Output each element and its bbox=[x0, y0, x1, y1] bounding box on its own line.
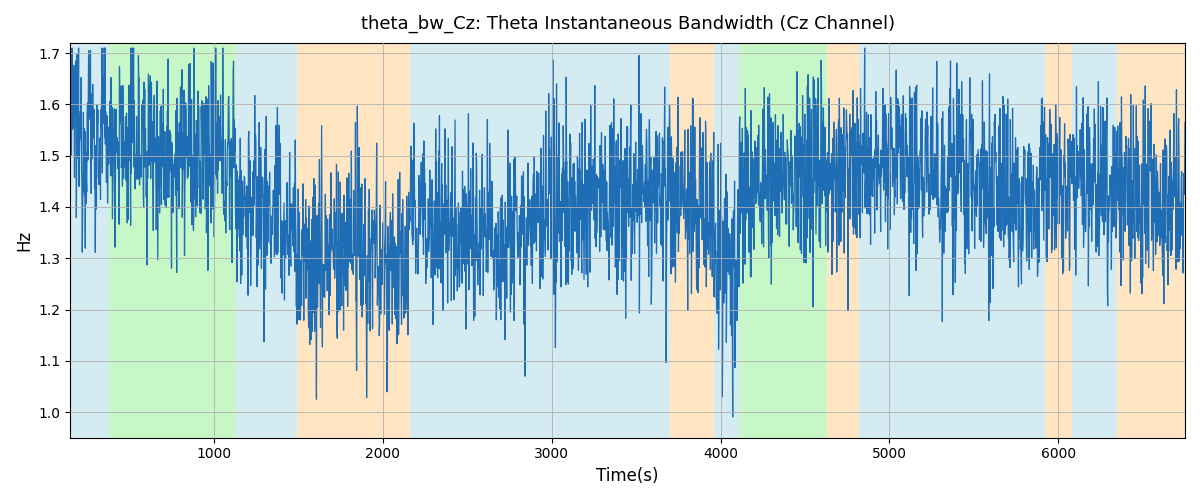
Bar bbox=[1045, 43, 1072, 438]
Bar bbox=[827, 43, 859, 438]
Title: theta_bw_Cz: Theta Instantaneous Bandwidth (Cz Channel): theta_bw_Cz: Theta Instantaneous Bandwid… bbox=[361, 15, 895, 34]
Bar bbox=[71, 43, 109, 438]
Bar bbox=[714, 43, 739, 438]
Bar bbox=[1072, 43, 1117, 438]
Bar bbox=[236, 43, 296, 438]
Bar bbox=[109, 43, 236, 438]
Y-axis label: Hz: Hz bbox=[14, 230, 32, 251]
Bar bbox=[859, 43, 1045, 438]
Bar bbox=[739, 43, 827, 438]
Bar bbox=[410, 43, 670, 438]
X-axis label: Time(s): Time(s) bbox=[596, 467, 659, 485]
Bar bbox=[296, 43, 410, 438]
Bar bbox=[1117, 43, 1186, 438]
Bar bbox=[670, 43, 714, 438]
